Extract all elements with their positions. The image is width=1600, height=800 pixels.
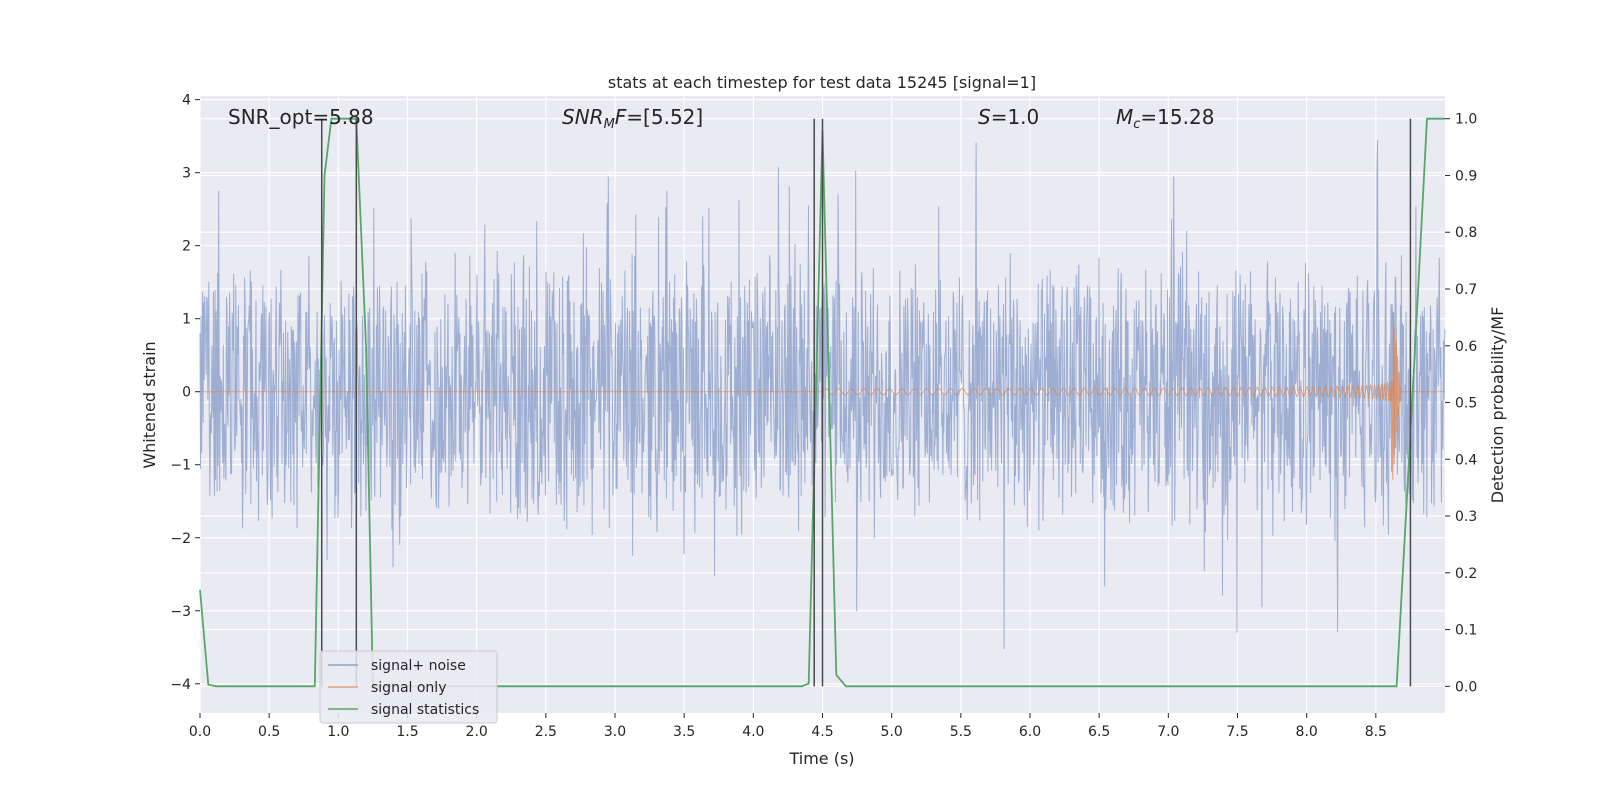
y-right-axis-ticks: 0.0 0.1 0.2 0.3 0.4 0.5 0.6 0.7 0.8 0.9 1.0 bbox=[1445, 112, 1477, 695]
signal-only-line bbox=[200, 312, 1446, 480]
x-tick-label: 0.5 bbox=[258, 724, 280, 740]
x-tick-label: 5.5 bbox=[950, 724, 972, 740]
x-axis-label: Time (s) bbox=[788, 749, 854, 768]
x-tick-label: 4.5 bbox=[811, 724, 833, 740]
x-tick-label: 5.0 bbox=[881, 724, 903, 740]
y-left-axis-ticks: −4 −3 −2 −1 0 1 2 3 4 bbox=[170, 93, 200, 693]
x-tick-label: 2.0 bbox=[466, 724, 488, 740]
x-axis-ticks: 0.0 0.5 1.0 1.5 2.0 2.5 3.0 3.5 4.0 4.5 5.0 5.5 6.0 6… bbox=[189, 713, 1387, 740]
x-tick-label: 2.5 bbox=[535, 724, 557, 740]
annotation-snr-mf: SNRMF=[5.52] bbox=[562, 105, 703, 132]
x-tick-label: 7.0 bbox=[1157, 724, 1179, 740]
y-right-tick-label: 0.0 bbox=[1455, 679, 1477, 695]
x-tick-label: 0.0 bbox=[189, 724, 211, 740]
annotation-s: S=1.0 bbox=[978, 105, 1039, 129]
y-left-tick-label: 1 bbox=[182, 312, 191, 328]
legend-label-signal-only: signal only bbox=[371, 680, 446, 696]
x-tick-label: 7.5 bbox=[1226, 724, 1248, 740]
y-right-axis-label: Detection probability/MF bbox=[1488, 307, 1507, 504]
y-right-tick-label: 0.8 bbox=[1455, 225, 1477, 241]
y-left-tick-label: 3 bbox=[182, 166, 191, 182]
vertical-markers bbox=[320, 118, 1412, 687]
legend-label-statistics: signal statistics bbox=[371, 702, 479, 718]
x-tick-label: 3.0 bbox=[604, 724, 626, 740]
y-left-tick-label: 4 bbox=[182, 93, 191, 109]
x-tick-label: 8.0 bbox=[1296, 724, 1318, 740]
svg-text:SNR_opt=5.88: SNR_opt=5.88 bbox=[228, 105, 374, 129]
legend-box bbox=[319, 650, 498, 724]
x-tick-label: 8.5 bbox=[1365, 724, 1387, 740]
chart-title: stats at each timestep for test data 152… bbox=[608, 73, 1036, 92]
y-right-tick-label: 0.6 bbox=[1455, 339, 1477, 355]
y-right-tick-label: 0.4 bbox=[1455, 452, 1477, 468]
x-tick-label: 1.5 bbox=[396, 724, 418, 740]
signal-only-series bbox=[200, 312, 1446, 480]
y-right-tick-label: 0.9 bbox=[1455, 168, 1477, 184]
x-tick-label: 3.5 bbox=[673, 724, 695, 740]
annotation-snr-opt: SNR_opt=5.88 bbox=[228, 105, 374, 129]
annotation-mc: Mc=15.28 bbox=[1116, 105, 1214, 132]
x-tick-label: 1.0 bbox=[327, 724, 349, 740]
y-left-tick-label: −2 bbox=[170, 531, 191, 547]
y-right-tick-label: 0.2 bbox=[1455, 566, 1477, 582]
y-left-tick-label: 0 bbox=[182, 385, 191, 401]
legend-label-noise: signal+ noise bbox=[371, 658, 466, 674]
y-right-tick-label: 1.0 bbox=[1455, 112, 1477, 128]
y-right-tick-label: 0.7 bbox=[1455, 282, 1477, 298]
y-left-tick-label: −4 bbox=[170, 677, 191, 693]
y-right-tick-label: 0.3 bbox=[1455, 509, 1477, 525]
x-tick-label: 4.0 bbox=[742, 724, 764, 740]
y-left-tick-label: −1 bbox=[170, 458, 191, 474]
y-right-tick-label: 0.5 bbox=[1455, 396, 1477, 412]
legend: signal+ noise signal only signal statist… bbox=[319, 650, 498, 724]
y-left-axis-label: Whitened strain bbox=[140, 341, 159, 468]
y-left-tick-label: 2 bbox=[182, 239, 191, 255]
x-tick-label: 6.0 bbox=[1019, 724, 1041, 740]
y-right-tick-label: 0.1 bbox=[1455, 623, 1477, 639]
x-tick-label: 6.5 bbox=[1088, 724, 1110, 740]
y-left-tick-label: −3 bbox=[170, 604, 191, 620]
